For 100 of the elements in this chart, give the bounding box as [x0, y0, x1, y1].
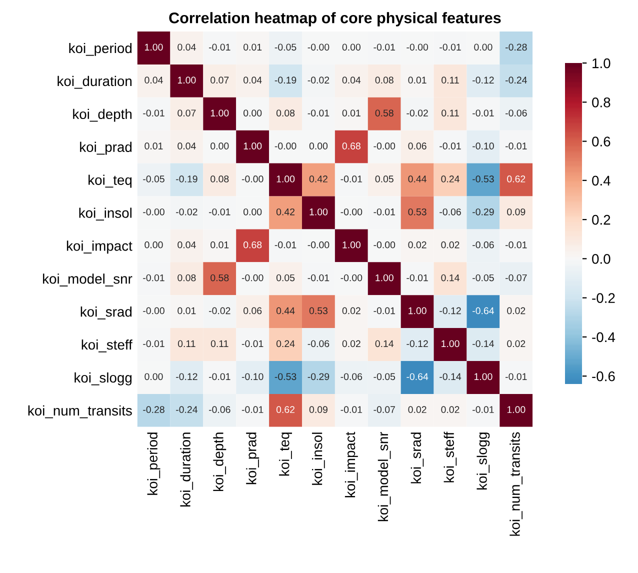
data-label: 1.00 [244, 142, 262, 150]
data-label: 0.11 [178, 340, 196, 348]
data-label: 0.68 [244, 241, 262, 248]
data-label: 0.04 [144, 76, 163, 84]
data-label: -0.06 [506, 110, 527, 116]
data-label: -0.02 [308, 76, 330, 84]
data-label: 0.01 [178, 307, 196, 314]
color-bar-label: 0.0 [592, 254, 610, 264]
y-tick-label: koi_srad [80, 306, 132, 320]
data-label: 0.07 [178, 110, 196, 116]
data-label: 0.14 [375, 340, 394, 348]
data-label: -0.53 [274, 373, 296, 380]
data-label: 0.62 [276, 406, 295, 414]
x-tick-label: koi_duration [180, 432, 194, 506]
data-label: -0.01 [208, 208, 230, 216]
y-tick-label: koi_model_snr [43, 274, 132, 286]
data-label: -0.12 [176, 373, 198, 380]
data-label: -0.01 [506, 241, 527, 248]
color-bar-label: 0.6 [592, 136, 610, 146]
x-tick-label: koi_insol [312, 432, 325, 485]
data-label: -0.00 [340, 274, 362, 282]
data-label: -0.14 [440, 373, 462, 380]
data-label: 0.62 [507, 176, 526, 182]
data-label: 0.02 [441, 406, 460, 414]
data-label: 1.00 [376, 274, 394, 282]
data-label: 0.08 [210, 176, 229, 182]
data-label: -0.00 [340, 208, 362, 216]
color-bar-label: 0.4 [592, 176, 610, 186]
data-label: -0.00 [406, 44, 428, 51]
x-tick-label: koi_depth [213, 432, 226, 492]
x-tick-label: koi_impact [344, 432, 358, 498]
data-label: 0.42 [276, 208, 295, 216]
data-label: -0.05 [374, 373, 396, 380]
data-label: -0.53 [472, 176, 494, 182]
x-tick-label: koi_prad [246, 432, 260, 484]
data-label: 0.42 [309, 176, 328, 182]
data-label: 0.05 [276, 274, 295, 282]
data-label: 0.00 [144, 241, 163, 248]
data-label: 0.04 [178, 44, 196, 51]
data-label: 0.04 [178, 142, 196, 150]
data-label: 0.14 [441, 274, 460, 282]
data-label: -0.01 [340, 176, 362, 182]
y-tick-label: koi_period [69, 42, 132, 56]
data-label: 0.00 [210, 142, 229, 150]
data-label: 0.00 [244, 208, 262, 216]
data-label: -0.01 [208, 373, 230, 380]
data-label: -0.12 [472, 76, 494, 84]
data-label: -0.01 [143, 340, 164, 348]
data-label: -0.10 [472, 142, 494, 150]
data-label: 0.02 [507, 307, 526, 314]
data-label: 0.04 [244, 76, 262, 84]
data-label: -0.19 [176, 176, 198, 182]
y-tick-label: koi_impact [66, 240, 132, 254]
data-label: -0.29 [308, 373, 330, 380]
data-label: 0.02 [507, 340, 526, 348]
data-label: -0.28 [143, 406, 164, 414]
data-label: 0.02 [408, 241, 426, 248]
data-label: 0.58 [210, 274, 229, 282]
data-label: -0.00 [308, 44, 330, 51]
data-label: 0.58 [375, 110, 394, 116]
data-label: -0.01 [374, 307, 395, 314]
data-label: 0.11 [210, 340, 228, 348]
data-label: -0.00 [374, 241, 396, 248]
x-tick-label: koi_srad [410, 432, 424, 484]
data-label: -0.00 [308, 241, 330, 248]
data-label: -0.12 [440, 307, 461, 314]
data-label: 1.00 [276, 176, 295, 182]
data-label: 1.00 [442, 340, 460, 348]
y-tick-label: koi_insol [79, 208, 132, 221]
data-label: 0.02 [342, 340, 360, 348]
data-label: -0.64 [472, 307, 494, 314]
data-label: 0.09 [507, 208, 526, 216]
data-label: 0.53 [408, 208, 426, 216]
data-label: -0.01 [374, 44, 395, 51]
y-tick-label: koi_slogg [74, 372, 132, 386]
data-label: -0.06 [340, 373, 362, 380]
data-label: -0.00 [242, 274, 264, 282]
data-label: -0.19 [274, 76, 296, 84]
data-label: -0.12 [406, 340, 428, 348]
data-label: 0.44 [276, 307, 295, 314]
data-label: -0.10 [242, 373, 264, 380]
color-bar-label: 0.8 [592, 97, 610, 108]
data-label: 0.07 [210, 76, 229, 84]
data-label: -0.01 [472, 110, 494, 116]
color-bar-label: -0.6 [592, 371, 615, 382]
data-label: -0.06 [308, 340, 330, 348]
data-label: -0.01 [242, 340, 264, 348]
data-label: 0.53 [309, 307, 328, 314]
data-label: 1.00 [178, 76, 196, 84]
x-tick-label: koi_model_snr [378, 432, 391, 522]
data-label: 0.02 [408, 406, 426, 414]
color-bar-label: 1.0 [592, 58, 610, 68]
data-label: 0.09 [309, 406, 328, 414]
data-label: 1.00 [210, 110, 229, 116]
data-label: 0.04 [178, 241, 196, 248]
y-tick-label: koi_num_transits [28, 405, 132, 418]
y-tick-label: koi_depth [73, 108, 132, 122]
data-label: -0.24 [176, 406, 198, 414]
data-label: -0.01 [440, 142, 461, 150]
data-label: 0.24 [276, 340, 295, 348]
